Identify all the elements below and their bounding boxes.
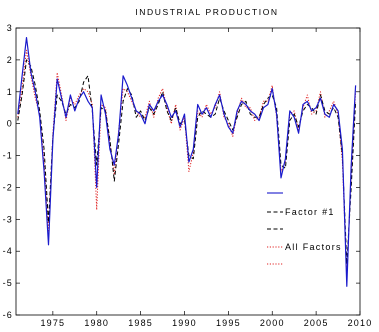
y-tick-label: 3 [7, 23, 13, 33]
x-tick-label: 1975 [40, 318, 65, 327]
y-tick-label: -1 [3, 151, 13, 161]
x-tick-label: 1995 [216, 318, 241, 327]
x-tick-label: 2010 [348, 318, 373, 327]
series-line-1 [17, 59, 357, 265]
x-tick-label: 1990 [172, 318, 197, 327]
x-tick-label: 1985 [128, 318, 153, 327]
series-line-0 [17, 36, 357, 287]
legend-label: Factor #1 [285, 207, 335, 217]
plot-frame [15, 27, 361, 316]
y-axis: 3 2 1 0 -1 -2 -3 -4 -5 -6 [3, 23, 360, 320]
y-tick-label: -4 [3, 246, 13, 256]
y-tick-label: -3 [3, 214, 13, 224]
legend-label: All Factors [285, 242, 342, 252]
x-tick-label: 2005 [304, 318, 329, 327]
y-tick-label: 0 [7, 119, 13, 129]
x-tick-label: 1980 [84, 318, 109, 327]
y-tick-label: -5 [3, 278, 13, 288]
x-tick-label: 2000 [260, 318, 285, 327]
y-tick-label: 1 [7, 87, 13, 97]
series-lines [17, 36, 357, 287]
chart-title: INDUSTRIAL PRODUCTION [135, 7, 278, 17]
y-tick-label: -6 [3, 310, 13, 320]
legend: Factor #1 All Factors [267, 192, 342, 265]
y-tick-label: -2 [3, 182, 13, 192]
x-axis: 1975 1980 1985 1990 1995 2000 2005 2010 [40, 28, 373, 328]
y-tick-label: 2 [7, 55, 13, 65]
